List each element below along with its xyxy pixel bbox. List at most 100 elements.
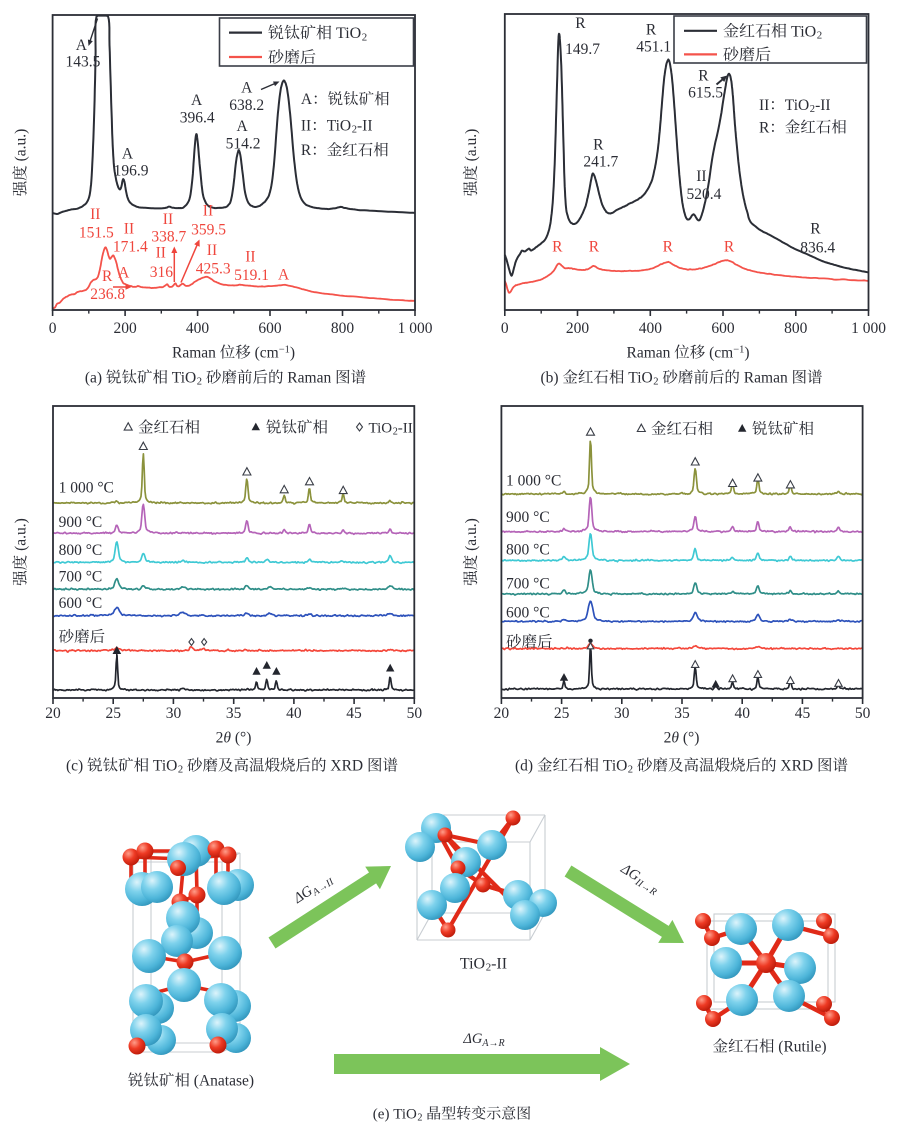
svg-text:(a.u.): (a.u.) xyxy=(13,518,30,551)
svg-text:600: 600 xyxy=(258,320,282,337)
svg-text:ΔG: ΔG xyxy=(462,1031,483,1047)
svg-text:2: 2 xyxy=(178,765,183,776)
svg-text:2: 2 xyxy=(362,31,367,43)
svg-text:2: 2 xyxy=(628,765,633,776)
svg-text:400: 400 xyxy=(639,320,663,337)
svg-text:TiO: TiO xyxy=(153,758,177,775)
svg-text:(cm: (cm xyxy=(255,345,279,362)
svg-text:A: A xyxy=(301,91,313,108)
svg-text:TiO: TiO xyxy=(460,956,485,973)
svg-text:TiO: TiO xyxy=(393,1107,417,1123)
svg-text:396.4: 396.4 xyxy=(180,110,215,127)
svg-text:II: II xyxy=(124,221,134,238)
svg-text:II: II xyxy=(759,97,769,114)
svg-text:A: A xyxy=(191,92,203,109)
svg-text:800 °C: 800 °C xyxy=(59,542,103,559)
svg-text:2: 2 xyxy=(352,125,357,136)
svg-text:200: 200 xyxy=(114,320,138,337)
svg-text:θ: θ xyxy=(223,730,231,747)
svg-text:519.1: 519.1 xyxy=(234,267,269,284)
svg-text:(Anatase): (Anatase) xyxy=(194,1073,254,1090)
svg-text:R: R xyxy=(301,142,312,159)
svg-text:2: 2 xyxy=(817,30,822,42)
svg-text:(a.u.): (a.u.) xyxy=(13,129,30,162)
svg-text:1 000: 1 000 xyxy=(851,320,886,337)
svg-text:836.4: 836.4 xyxy=(800,240,835,257)
svg-text:): ) xyxy=(744,345,749,362)
svg-text:TiO: TiO xyxy=(327,118,351,135)
svg-text:Raman: Raman xyxy=(744,370,788,387)
svg-text:-II: -II xyxy=(398,421,413,437)
svg-text:20: 20 xyxy=(45,705,61,722)
svg-text:A: A xyxy=(118,264,130,281)
svg-text:(a.u.): (a.u.) xyxy=(463,129,480,162)
svg-text:TiO: TiO xyxy=(336,25,361,42)
svg-text:600: 600 xyxy=(711,320,735,337)
svg-text:R: R xyxy=(102,268,113,285)
svg-text:Raman: Raman xyxy=(287,370,331,387)
svg-text:II: II xyxy=(696,168,706,185)
svg-text:800 °C: 800 °C xyxy=(506,541,550,558)
svg-text:50: 50 xyxy=(407,705,423,722)
svg-text:A: A xyxy=(122,146,134,163)
svg-text:2: 2 xyxy=(810,104,815,115)
svg-text:(e): (e) xyxy=(373,1107,390,1123)
svg-text:R: R xyxy=(646,22,657,39)
svg-text:Raman: Raman xyxy=(627,345,671,362)
svg-text:400: 400 xyxy=(186,320,210,337)
svg-text:R: R xyxy=(552,239,563,256)
svg-text:R: R xyxy=(724,239,735,256)
svg-text:236.8: 236.8 xyxy=(90,286,125,303)
svg-text:700 °C: 700 °C xyxy=(59,569,103,586)
svg-text:θ: θ xyxy=(671,730,679,747)
svg-text:151.5: 151.5 xyxy=(79,225,114,242)
svg-text:30: 30 xyxy=(614,705,630,722)
svg-text:20: 20 xyxy=(494,705,510,722)
svg-text:638.2: 638.2 xyxy=(229,97,264,114)
svg-text:700 °C: 700 °C xyxy=(506,576,550,593)
svg-text:200: 200 xyxy=(566,320,590,337)
svg-text:(b): (b) xyxy=(541,370,559,387)
svg-text:514.2: 514.2 xyxy=(226,135,261,152)
svg-text:1 000 °C: 1 000 °C xyxy=(59,480,114,497)
svg-text:0: 0 xyxy=(49,320,57,337)
svg-text:Raman: Raman xyxy=(172,345,216,362)
svg-text:A: A xyxy=(76,37,88,54)
svg-text:A: A xyxy=(241,80,253,97)
svg-text:900 °C: 900 °C xyxy=(506,509,550,526)
svg-text:615.5: 615.5 xyxy=(688,85,723,102)
svg-text:50: 50 xyxy=(855,705,871,722)
svg-text:0: 0 xyxy=(501,320,509,337)
svg-text:338.7: 338.7 xyxy=(151,229,186,246)
svg-text:425.3: 425.3 xyxy=(196,260,231,277)
svg-text:451.1: 451.1 xyxy=(636,39,671,56)
svg-text:TiO: TiO xyxy=(172,370,196,387)
svg-text:800: 800 xyxy=(331,320,355,337)
svg-text:): ) xyxy=(290,345,295,362)
svg-text:TiO: TiO xyxy=(785,97,809,114)
svg-text:(c): (c) xyxy=(66,758,83,775)
svg-text:2: 2 xyxy=(417,1113,422,1124)
svg-text:143.5: 143.5 xyxy=(66,54,101,71)
svg-text:45: 45 xyxy=(346,705,362,722)
svg-text:2: 2 xyxy=(393,426,398,437)
svg-text:241.7: 241.7 xyxy=(583,154,618,171)
svg-text:TiO: TiO xyxy=(628,370,652,387)
svg-text:A→R: A→R xyxy=(481,1038,504,1049)
svg-text:R: R xyxy=(593,137,604,154)
svg-text:−1: −1 xyxy=(279,345,290,356)
svg-text:II: II xyxy=(163,211,173,228)
svg-text:171.4: 171.4 xyxy=(113,238,148,255)
svg-text:II: II xyxy=(90,206,100,223)
svg-text:XRD: XRD xyxy=(330,758,363,775)
svg-text:(d): (d) xyxy=(515,758,533,775)
svg-text:II: II xyxy=(203,203,213,220)
svg-text:2: 2 xyxy=(653,377,658,388)
svg-text:-II: -II xyxy=(491,956,507,973)
svg-text:35: 35 xyxy=(674,705,690,722)
svg-text:149.7: 149.7 xyxy=(565,41,600,58)
svg-text:A: A xyxy=(278,267,290,284)
svg-text:(a.u.): (a.u.) xyxy=(463,518,480,551)
svg-text:TiO: TiO xyxy=(603,758,627,775)
svg-text:TiO: TiO xyxy=(369,421,393,437)
